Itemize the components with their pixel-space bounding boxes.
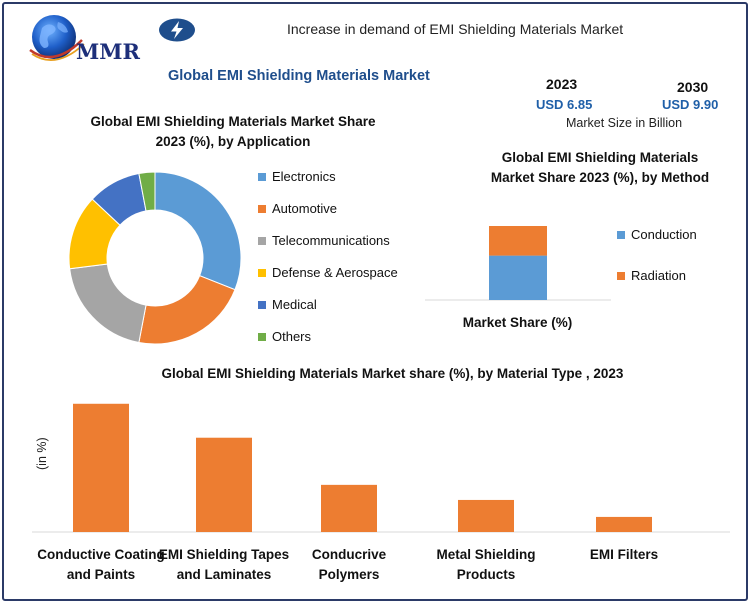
application-chart-title: Global EMI Shielding Materials Market Sh… (60, 112, 406, 152)
material-category-label-line: Metal Shielding (436, 547, 536, 562)
legend-swatch (617, 231, 625, 239)
globe-icon (32, 15, 76, 59)
material-category-label-line: Products (456, 567, 516, 582)
donut-slice-telecommunications (69, 263, 147, 344)
legend-swatch (258, 333, 266, 341)
legend-label: Telecommunications (272, 233, 390, 248)
method-bar-conduction (489, 255, 547, 300)
material-category-labels: Conductive Coating and Paints EMI Shieldin… (32, 545, 722, 589)
donut-slice-automotive (138, 275, 236, 345)
material-bar-conducrive (321, 484, 377, 532)
application-donut-chart (68, 171, 242, 345)
material-category-label: EMI Shielding Tapes and Laminates (154, 545, 294, 585)
method-chart-xlabel: Market Share (%) (462, 315, 573, 330)
legend-item-conduction: Conduction (617, 227, 697, 268)
header-title: Increase in demand of EMI Shielding Mate… (287, 21, 624, 37)
donut-slice-electronics (154, 171, 242, 291)
material-category-label-line: EMI Shielding Tapes (158, 547, 290, 562)
material-bar-conductive-coating (73, 403, 129, 532)
method-chart-title-line1: Global EMI Shielding Materials (501, 150, 699, 165)
legend-item-radiation: Radiation (617, 268, 697, 298)
legend-label: Medical (272, 297, 317, 312)
legend-label: Defense & Aerospace (272, 265, 398, 280)
application-chart-title-line2: 2023 (%), by Application (155, 134, 311, 149)
year-2023: 2023 (546, 76, 578, 92)
year-2030: 2030 (677, 79, 709, 95)
application-legend: Electronics Automotive Telecommunication… (258, 169, 428, 361)
legend-swatch (258, 237, 266, 245)
logo-text: MMR (76, 39, 140, 64)
legend-swatch (258, 173, 266, 181)
material-category-label-line: and Paints (66, 567, 136, 582)
material-category-label: Conducrive Polymers (279, 545, 419, 585)
material-bar-metal-shielding (458, 499, 514, 532)
market-value-2023: USD 6.85 (536, 97, 593, 112)
method-chart-title-line2: Market Share 2023 (%), by Method (490, 170, 710, 185)
legend-item-telecommunications: Telecommunications (258, 233, 428, 265)
material-bar-emi-shielding-tapes (196, 437, 252, 532)
legend-swatch (617, 272, 625, 280)
legend-swatch (258, 205, 266, 213)
mmr-logo: MMR (24, 10, 144, 68)
legend-label: Electronics (272, 169, 336, 184)
material-category-label-line: EMI Filters (589, 547, 659, 562)
application-chart-title-line1: Global EMI Shielding Materials Market Sh… (90, 114, 376, 129)
method-chart-title: Global EMI Shielding Materials Market Sh… (465, 148, 735, 188)
material-category-label: Conductive Coating and Paints (31, 545, 171, 585)
lightning-badge-icon (158, 18, 196, 42)
donut-slice-others (138, 171, 156, 212)
legend-label: Conduction (631, 227, 697, 242)
main-title: Global EMI Shielding Materials Market (168, 68, 430, 84)
legend-label: Automotive (272, 201, 338, 216)
method-stacked-bar-chart (425, 226, 611, 301)
legend-item-others: Others (258, 329, 428, 361)
material-category-label-line: Conducrive (311, 547, 387, 562)
legend-item-automotive: Automotive (258, 201, 428, 233)
market-value-2030: USD 9.90 (662, 97, 719, 112)
legend-item-medical: Medical (258, 297, 428, 329)
material-category-label: EMI Filters (554, 545, 694, 565)
legend-swatch (258, 301, 266, 309)
method-bar-radiation (489, 226, 547, 256)
material-category-label-line: and Laminates (176, 567, 272, 582)
legend-item-electronics: Electronics (258, 169, 428, 201)
legend-item-defense-aerospace: Defense & Aerospace (258, 265, 428, 297)
material-category-label-line: Polymers (318, 567, 380, 582)
legend-swatch (258, 269, 266, 277)
material-bar-emi-filters (596, 516, 652, 532)
material-category-label-line: Conductive Coating (37, 547, 165, 562)
material-category-label: Metal Shielding Products (416, 545, 556, 585)
material-chart-title: Global EMI Shielding Materials Market sh… (161, 366, 624, 381)
material-bar-chart (32, 403, 730, 533)
legend-label: Others (272, 329, 312, 344)
legend-label: Radiation (631, 268, 686, 283)
method-legend: Conduction Radiation (617, 227, 697, 298)
market-size-caption: Market Size in Billion (566, 116, 683, 130)
